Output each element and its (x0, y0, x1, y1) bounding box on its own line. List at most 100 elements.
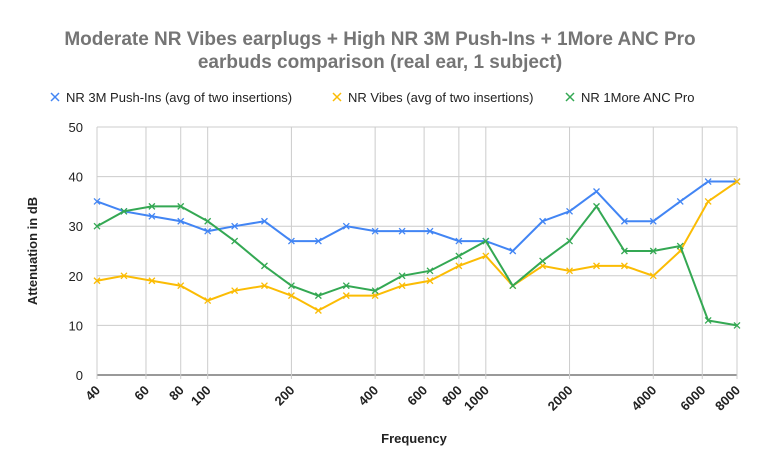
data-point (539, 257, 547, 265)
data-point (93, 197, 101, 205)
data-point (314, 237, 322, 245)
legend-marker (565, 92, 575, 102)
x-tick-label: 600 (404, 383, 430, 409)
data-point (287, 292, 295, 300)
y-axis-label: Attenuation in dB (25, 197, 40, 305)
series-line (96, 204, 738, 327)
y-tick-label: 20 (69, 269, 83, 284)
data-point (398, 227, 406, 235)
data-point (649, 247, 657, 255)
data-point (455, 237, 463, 245)
data-point (93, 222, 101, 230)
data-point (455, 262, 463, 270)
data-point (539, 217, 547, 225)
data-point (593, 202, 600, 210)
data-point (704, 316, 712, 324)
data-point (314, 307, 322, 314)
legend-marker (50, 92, 60, 102)
chart-title-line-1: Moderate NR Vibes earplugs + High NR 3M … (64, 29, 695, 50)
data-point (566, 237, 574, 245)
data-point (231, 287, 239, 295)
data-point (676, 197, 684, 205)
data-point (260, 282, 268, 290)
data-point (482, 252, 490, 260)
data-point (371, 287, 379, 295)
data-point (482, 237, 490, 245)
data-point (177, 282, 185, 290)
data-point (148, 202, 156, 210)
data-point (204, 297, 212, 305)
y-tick-label: 30 (69, 219, 83, 234)
data-point (371, 227, 379, 235)
data-point (93, 277, 101, 285)
data-point (509, 247, 517, 255)
x-tick-label: 8000 (712, 383, 743, 414)
data-point (371, 292, 379, 300)
series-line (96, 180, 737, 253)
x-tick-label: 100 (188, 383, 214, 409)
legend-label: NR Vibes (avg of two insertions) (348, 90, 533, 105)
data-point (426, 267, 434, 275)
chart-title-line-2: earbuds comparison (real ear, 1 subject) (198, 52, 562, 73)
data-point (593, 262, 600, 270)
x-tick-label: 80 (166, 383, 187, 404)
data-point (287, 237, 295, 245)
y-tick-label: 40 (69, 170, 83, 185)
data-point (509, 282, 517, 290)
series-group (93, 178, 741, 329)
legend-marker (332, 92, 342, 102)
series-1 (93, 178, 741, 255)
x-tick-label: 2000 (545, 383, 576, 414)
data-point (426, 277, 434, 285)
data-point (287, 282, 295, 290)
y-tick-label: 10 (69, 318, 83, 333)
data-point (566, 207, 574, 215)
x-tick-label: 200 (272, 383, 298, 409)
data-point (260, 262, 268, 270)
data-point (398, 282, 406, 290)
data-point (620, 247, 628, 255)
data-point (204, 227, 212, 235)
x-tick-label: 1000 (461, 383, 492, 414)
data-point (704, 178, 712, 186)
legend: NR 3M Push-Ins (avg of two insertions) NR… (50, 90, 694, 105)
data-point (177, 217, 185, 225)
y-tick-label: 0 (76, 368, 83, 383)
x-tick-label: 4000 (628, 383, 659, 414)
x-tick-label: 6000 (677, 383, 708, 414)
data-point (342, 282, 350, 290)
data-point (398, 272, 406, 280)
x-axis-label: Frequency (381, 431, 448, 446)
data-point (204, 217, 212, 225)
data-point (676, 242, 684, 250)
data-point (649, 217, 657, 225)
legend-label: NR 1More ANC Pro (581, 90, 694, 105)
legend-label: NR 3M Push-Ins (avg of two insertions) (66, 90, 292, 105)
data-point (231, 237, 239, 245)
data-point (704, 197, 712, 205)
data-point (455, 252, 463, 260)
series-2 (93, 178, 741, 314)
data-point (733, 321, 741, 329)
data-point (314, 292, 322, 300)
data-point (733, 178, 741, 186)
data-point (620, 217, 628, 225)
data-point (426, 227, 434, 235)
data-point (593, 188, 600, 195)
data-point (342, 222, 350, 230)
data-point (177, 202, 185, 210)
data-point (566, 267, 574, 275)
y-axis-ticks: 0 10 20 30 40 50 (69, 120, 83, 383)
series-line (96, 180, 738, 312)
data-point (342, 292, 350, 300)
data-point (260, 217, 268, 225)
data-point (620, 262, 628, 270)
data-point (148, 277, 156, 285)
data-point (120, 207, 128, 215)
y-tick-label: 50 (69, 120, 83, 135)
gridlines (96, 126, 738, 379)
data-point (148, 212, 156, 220)
